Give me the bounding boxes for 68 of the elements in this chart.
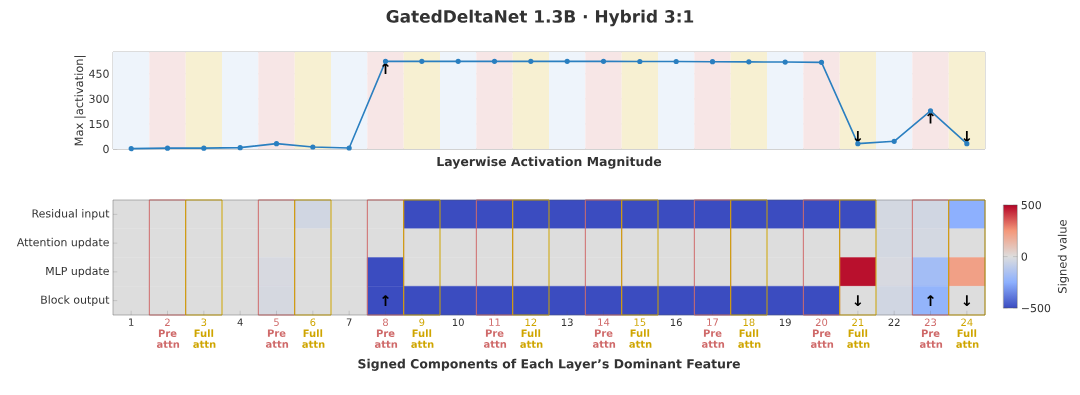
point [673, 58, 679, 65]
data-label: ↑ [382, 295, 389, 307]
data-label: ↑ [927, 295, 934, 307]
point [564, 58, 570, 64]
y-tick-label: 300 [89, 94, 109, 103]
x-tick-label: 6 Full attn [302, 318, 325, 348]
x-tick-label: 10 [452, 318, 464, 327]
y-tick-label: MLP update [46, 266, 109, 278]
point [164, 145, 171, 151]
point [491, 58, 498, 64]
x-tick-label: 19 [779, 318, 791, 327]
color-bar-title: Signed value [1057, 220, 1069, 293]
x-tick-label: 20 Pre attn [810, 318, 834, 348]
x-tick-label: 2 Pre attn [156, 318, 180, 348]
color-bar-label: 0 [1021, 252, 1028, 261]
x-axis-title: Layerwise Activation Magnitude [437, 156, 662, 169]
y-tick-label: Residual input [32, 209, 110, 220]
y-axis-title: Max |activation| [74, 56, 86, 146]
point [818, 59, 825, 65]
x-tick-label: 5 Pre attn [265, 318, 289, 348]
point [310, 144, 316, 150]
point [419, 58, 425, 64]
x-tick-label: 17 Pre attn [701, 318, 725, 348]
point [455, 58, 461, 64]
point [782, 59, 788, 65]
x-tick-label: 14 Pre attn [592, 318, 616, 348]
x-tick-label: 7 [346, 318, 352, 326]
x-tick-label: 1 [129, 318, 134, 326]
y-tick-label: 150 [89, 119, 109, 129]
x-tick-label: 11 Pre attn [483, 318, 507, 348]
y-tick-label: 450 [89, 69, 109, 78]
x-axis-title: Signed Components of Each Layer’s Dominant Feature [358, 358, 740, 371]
y-tick-label: 0 [103, 144, 109, 154]
x-tick-label: 8 Pre attn [374, 318, 398, 348]
x-tick-label: 21 Full attn [847, 318, 870, 348]
color-bar-label: −500 [1022, 303, 1051, 313]
chart-title: GatedDeltaNet 1.3B · Hybrid 3:1 [386, 9, 694, 27]
data-label: ↓ [854, 295, 862, 307]
point [709, 59, 716, 65]
point [528, 58, 534, 64]
annotation: ↑ [382, 63, 389, 74]
point [600, 58, 607, 64]
x-tick-label: 15 Full attn [629, 318, 652, 348]
x-tick-label: 23 Pre attn [919, 318, 943, 348]
x-tick-label: 13 [561, 318, 573, 327]
point [746, 59, 752, 65]
point [237, 145, 243, 151]
point [273, 141, 280, 147]
point [891, 138, 897, 144]
x-tick-label: 22 [888, 318, 900, 326]
point [637, 58, 643, 65]
y-tick-label: Block output [41, 295, 110, 306]
annotation: ↓ [963, 131, 971, 142]
annotation: ↑ [927, 112, 934, 124]
x-tick-label: 9 Full attn [411, 318, 434, 348]
x-tick-label: 12 Full attn [520, 318, 543, 348]
point [128, 146, 134, 152]
x-tick-label: 4 [237, 318, 243, 326]
data-label: ↓ [963, 295, 971, 307]
point [346, 145, 352, 151]
y-tick-label: Attention update [16, 237, 109, 249]
x-tick-label: 24 Full attn [956, 318, 979, 348]
annotation: ↓ [854, 131, 862, 142]
x-tick-label: 3 Full attn [193, 318, 216, 348]
color-bar-label: 500 [1021, 200, 1042, 210]
x-tick-label: 18 Full attn [738, 318, 761, 348]
point [201, 145, 207, 151]
x-tick-label: 16 [670, 318, 682, 327]
